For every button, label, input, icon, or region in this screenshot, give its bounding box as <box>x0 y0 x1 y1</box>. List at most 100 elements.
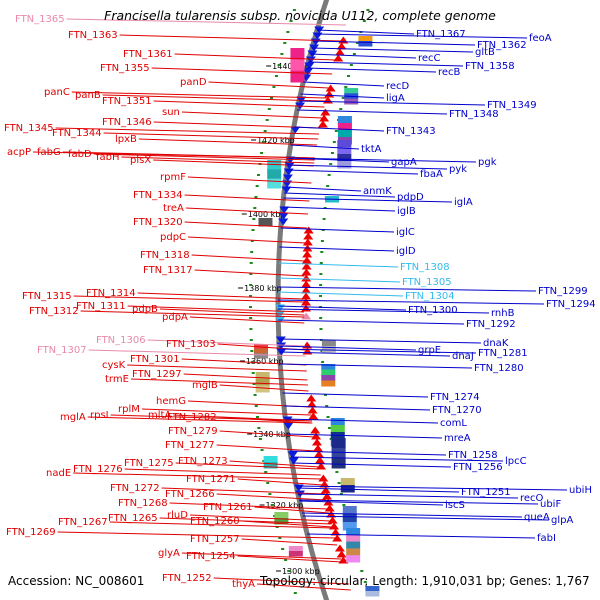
gene-arrow <box>327 516 338 524</box>
track-dot <box>267 108 271 110</box>
gene-label-text: panC <box>44 87 70 98</box>
track-dot <box>329 163 333 165</box>
gene-arrow <box>314 456 325 464</box>
gene-label-FTN_1344: FTN_1344 <box>52 128 102 139</box>
leader-line <box>280 363 473 369</box>
leader-line <box>302 515 550 521</box>
track-dot <box>323 207 327 209</box>
gene-block <box>344 98 359 105</box>
gene-label-text: rluD <box>167 510 188 521</box>
gene-label-text: fabH <box>96 152 120 163</box>
gene-block <box>346 528 361 536</box>
gene-label-text: panB <box>75 90 101 101</box>
gene-label-text: dnaK <box>483 338 509 349</box>
leader-line <box>241 538 338 546</box>
leader-line <box>141 408 312 416</box>
gene-label-text: FTN_1299 <box>538 286 588 297</box>
gene-label-iscS: iscS <box>445 500 465 511</box>
gene-arrow <box>301 304 312 312</box>
gene-label-recB: recB <box>438 67 461 78</box>
leader-line <box>174 53 336 61</box>
tick-label: 1400 kbp <box>248 210 286 219</box>
gene-label-text: anmK <box>363 186 392 197</box>
track-dot <box>330 152 334 154</box>
leader-line <box>278 291 404 297</box>
gene-arrow <box>325 84 336 92</box>
leader-line <box>88 349 306 357</box>
leader-line <box>93 153 315 161</box>
gene-arrow <box>334 48 345 56</box>
leader-line <box>278 305 407 311</box>
gene-label-text: FTN_1351 <box>102 96 152 107</box>
gene-label-FTN_1297: FTN_1297 <box>132 369 182 380</box>
gene-arrow <box>330 528 341 536</box>
gene-arrow <box>301 256 312 264</box>
leader-line <box>241 520 333 528</box>
map-title: Francisella tularensis subsp. novicida U… <box>104 8 496 23</box>
gene-label-text: mglB <box>192 380 218 391</box>
gene-arrow <box>320 108 331 116</box>
gene-label-text: lpcC <box>505 456 527 467</box>
gene-label-text: pyk <box>449 164 467 175</box>
gene-label-text: fabD <box>68 149 92 160</box>
gene-label-rnhB: rnhB <box>491 308 515 319</box>
leader-line <box>153 159 314 167</box>
gene-label-text: fabI <box>537 533 556 544</box>
leader-line <box>300 93 385 99</box>
gene-label-text: FTN_1320 <box>133 217 183 228</box>
gene-label-FTN_1367: FTN_1367 <box>416 29 466 40</box>
gene-block <box>340 485 355 493</box>
gene-block <box>358 36 373 42</box>
gene-arrow <box>316 462 327 470</box>
gene-arrow <box>319 114 330 122</box>
track-dot <box>319 273 323 275</box>
track-dot <box>366 9 370 11</box>
gene-label-text: iglB <box>397 206 416 217</box>
gene-block <box>342 514 357 523</box>
gene-label-glpA: glpA <box>551 515 573 526</box>
leader-line <box>296 485 568 491</box>
gene-label-text: FTN_1265 <box>108 513 158 524</box>
track-dot <box>249 284 253 286</box>
gene-arrow <box>305 56 316 64</box>
track-dot <box>327 174 331 176</box>
track-dot <box>258 438 262 440</box>
leader-line <box>73 295 305 303</box>
track-dot <box>252 383 256 385</box>
track-dot <box>360 570 364 572</box>
track-dot <box>277 64 281 66</box>
leader-line <box>291 462 452 468</box>
track-dot <box>253 207 257 209</box>
gene-label-text: cysK <box>102 360 126 371</box>
gene-label-feoA: feoA <box>529 33 552 44</box>
leader-line <box>310 53 417 59</box>
gene-block <box>321 364 336 370</box>
gene-label-FTN_1294: FTN_1294 <box>546 299 596 310</box>
gene-block <box>255 378 270 386</box>
leader-line <box>278 277 401 283</box>
gene-block <box>330 425 345 433</box>
leader-line <box>237 555 343 563</box>
gene-arrow <box>302 68 313 76</box>
leader-line <box>173 414 312 422</box>
gene-label-text: rplM <box>118 404 140 415</box>
gene-block <box>340 478 355 486</box>
gene-label-fabH: fabH <box>96 152 120 163</box>
leader-line <box>303 81 385 87</box>
label-leader-lines <box>33 18 568 591</box>
leader-line <box>283 192 396 198</box>
gene-label-FTN_1358: FTN_1358 <box>465 61 515 72</box>
gene-arrow <box>279 206 290 214</box>
track-dot <box>249 273 253 275</box>
gene-arrow <box>334 544 345 552</box>
gene-label-text: FTN_1272 <box>110 483 160 494</box>
gene-label-text: FTN_1281 <box>478 348 528 359</box>
gene-block <box>344 88 359 94</box>
gene-label-ubiF: ubiF <box>540 499 561 510</box>
track-dot <box>334 130 338 132</box>
gene-label-text: glpA <box>551 515 573 526</box>
gene-label-text: FTN_1334 <box>133 190 183 201</box>
gene-label-FTN_1268: FTN_1268 <box>118 498 168 509</box>
gene-label-FTN_1279: FTN_1279 <box>168 426 218 437</box>
gene-arrow <box>301 280 312 288</box>
